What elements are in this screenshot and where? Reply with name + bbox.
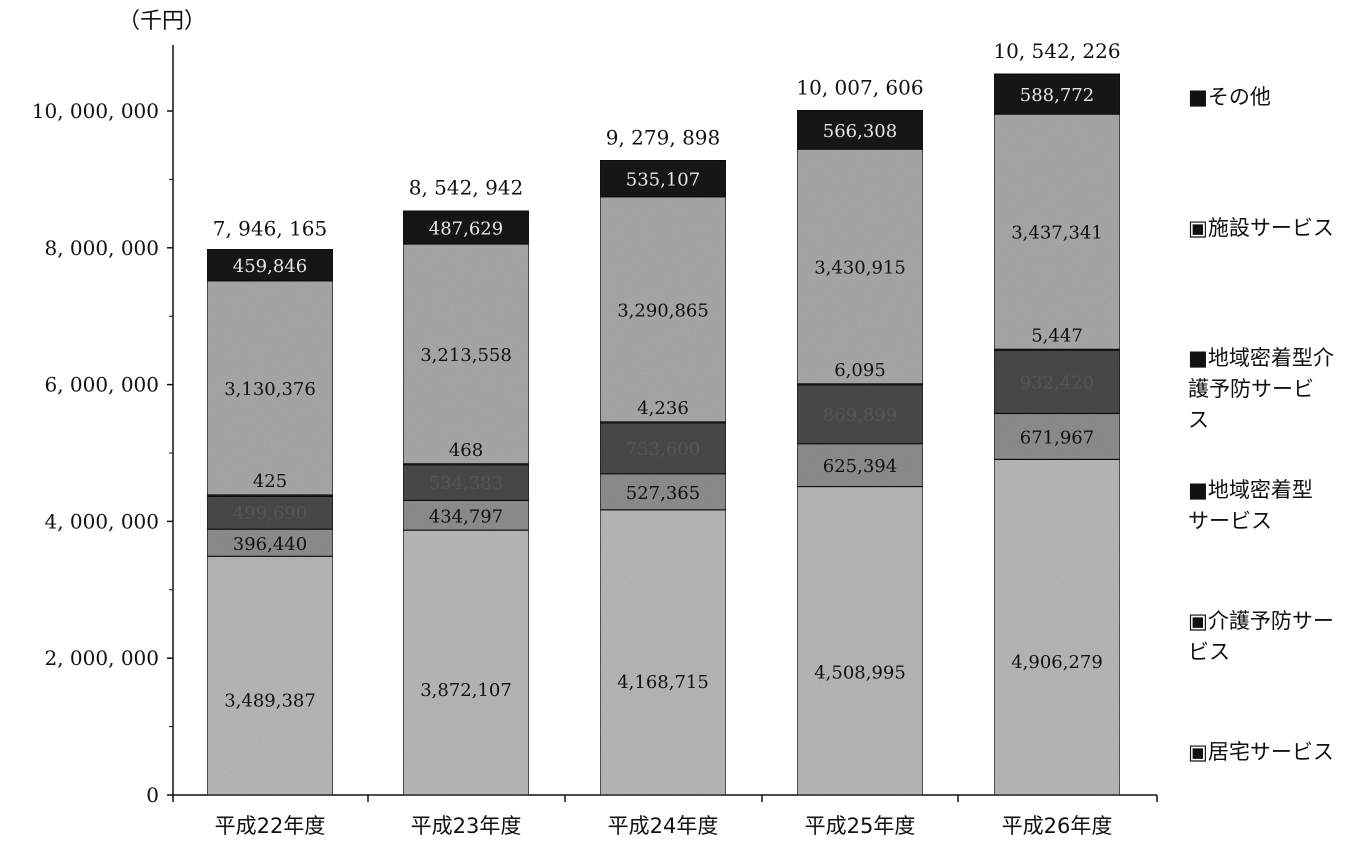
- bar-total-label: 9, 279, 898: [606, 125, 721, 149]
- y-tick-label: 6, 000, 000: [44, 373, 159, 397]
- bar-segment: [206, 555, 334, 796]
- segment-value-label: 588,772: [1020, 85, 1094, 106]
- bar-segment: [402, 210, 530, 245]
- segment-value-label: 3,213,558: [420, 345, 512, 366]
- bar-segment: [993, 73, 1121, 115]
- segment-value-label: 434,797: [429, 506, 503, 527]
- y-tick-label: 10, 000, 000: [32, 99, 159, 123]
- legend-item-chiiki-yobo: ■地域密着型介 護予防サービス: [1188, 343, 1368, 436]
- segment-value-label: 4,168,715: [617, 672, 709, 693]
- bar-total-label: 7, 946, 165: [213, 216, 328, 240]
- legend-item-shisetsu: ▣施設サービス: [1188, 213, 1368, 244]
- segment-value-label: 3,872,107: [420, 680, 512, 701]
- x-category-label: 平成25年度: [805, 814, 916, 838]
- bar-total-label: 10, 007, 606: [796, 75, 923, 99]
- bar-segment: [206, 494, 334, 530]
- segment-value-label: 487,629: [429, 218, 503, 239]
- legend-label: ■地域密着型介: [1188, 346, 1334, 370]
- bar-segment: [796, 383, 924, 445]
- bar-segment: [599, 509, 727, 796]
- y-tick-label: 4, 000, 000: [44, 509, 159, 533]
- segment-value-label: 4,906,279: [1011, 652, 1103, 673]
- y-unit-label: （千円）: [118, 9, 206, 34]
- y-tick-label: 2, 000, 000: [44, 646, 159, 670]
- chart-bars: [206, 73, 1121, 796]
- y-tick-label: 8, 000, 000: [44, 236, 159, 260]
- legend-item-kyotaku: ▣居宅サービス: [1188, 737, 1368, 768]
- bar-segment: [599, 473, 727, 511]
- segment-value-label: 3,489,387: [224, 691, 316, 712]
- chart-legend: ■その他 ▣施設サービス ■地域密着型介 護予防サービス ■地域密着型 サービス ▣介護予防…: [1188, 0, 1368, 844]
- y-tick-label: 0: [146, 783, 159, 807]
- bar-segment: [993, 113, 1121, 350]
- bar-segment: [402, 463, 530, 502]
- segment-value-label: 566,308: [823, 121, 897, 142]
- bar-segment: [993, 412, 1121, 461]
- segment-value-label: 459,846: [233, 256, 307, 277]
- x-category-label: 平成22年度: [215, 814, 326, 838]
- legend-label: ▣施設サービス: [1188, 216, 1334, 240]
- bar-segment: [402, 243, 530, 465]
- segment-value-label: 3,437,341: [1011, 223, 1103, 244]
- bar-segment: [993, 458, 1121, 796]
- segment-value-label: 534,383: [429, 473, 503, 494]
- segment-value-label: 5,447: [1031, 325, 1083, 346]
- bar-segment: [206, 528, 334, 557]
- x-category-label: 平成26年度: [1002, 814, 1113, 838]
- bar-total-label: 10, 542, 226: [993, 39, 1120, 63]
- legend-item-sonota: ■その他: [1188, 82, 1368, 113]
- legend-label: ■地域密着型: [1188, 478, 1313, 502]
- bar-segment: [599, 421, 727, 475]
- segment-value-label: 535,107: [626, 170, 700, 191]
- legend-label: サービス: [1188, 509, 1272, 533]
- chart-axes: 0 2, 000, 000 4, 000, 000 6, 000, 000 8, 000…: [32, 45, 1158, 838]
- bar-segment: [599, 159, 727, 198]
- bar-segment: [796, 485, 924, 796]
- segment-value-label: 499,690: [233, 503, 307, 524]
- legend-label: ビス: [1188, 640, 1230, 664]
- chart-labels: 3,489,387 396,440 499,690 425 3,130,376 459,8…: [213, 39, 1121, 712]
- bar-segment: [599, 196, 727, 423]
- bar-segment: [993, 349, 1121, 415]
- segment-value-label: 468: [449, 440, 483, 461]
- segment-value-label: 3,430,915: [814, 258, 906, 279]
- bar-segment: [206, 248, 334, 282]
- segment-value-label: 625,394: [823, 456, 897, 477]
- segment-value-label: 3,290,865: [617, 300, 709, 321]
- segment-value-label: 396,440: [233, 534, 307, 555]
- segment-value-label: 671,967: [1020, 427, 1094, 448]
- legend-label: ▣居宅サービス: [1188, 740, 1334, 764]
- bar-segment: [796, 109, 924, 150]
- x-category-label: 平成23年度: [411, 814, 522, 838]
- legend-label: ス: [1188, 408, 1209, 432]
- segment-value-label: 932,420: [1020, 373, 1094, 394]
- segment-value-label: 527,365: [626, 483, 700, 504]
- segment-value-label: 753,600: [626, 439, 700, 460]
- bar-segment: [206, 280, 334, 496]
- legend-label: 護予防サービ: [1188, 377, 1314, 401]
- x-category-label: 平成24年度: [608, 814, 719, 838]
- bar-segment: [402, 529, 530, 796]
- bar-segment: [796, 443, 924, 488]
- segment-value-label: 4,236: [637, 398, 689, 419]
- legend-item-yobo: ▣介護予防サー ビス: [1188, 606, 1368, 668]
- segment-value-label: 869,899: [823, 405, 897, 426]
- legend-label: ▣介護予防サー: [1188, 609, 1334, 633]
- segment-value-label: 425: [253, 471, 287, 492]
- segment-value-label: 6,095: [834, 360, 886, 381]
- bar-total-label: 8, 542, 942: [409, 176, 524, 200]
- segment-value-label: 3,130,376: [224, 379, 316, 400]
- bar-segment: [796, 148, 924, 385]
- legend-item-chiiki: ■地域密着型 サービス: [1188, 475, 1368, 537]
- legend-label: ■その他: [1188, 85, 1271, 109]
- segment-value-label: 4,508,995: [814, 663, 906, 684]
